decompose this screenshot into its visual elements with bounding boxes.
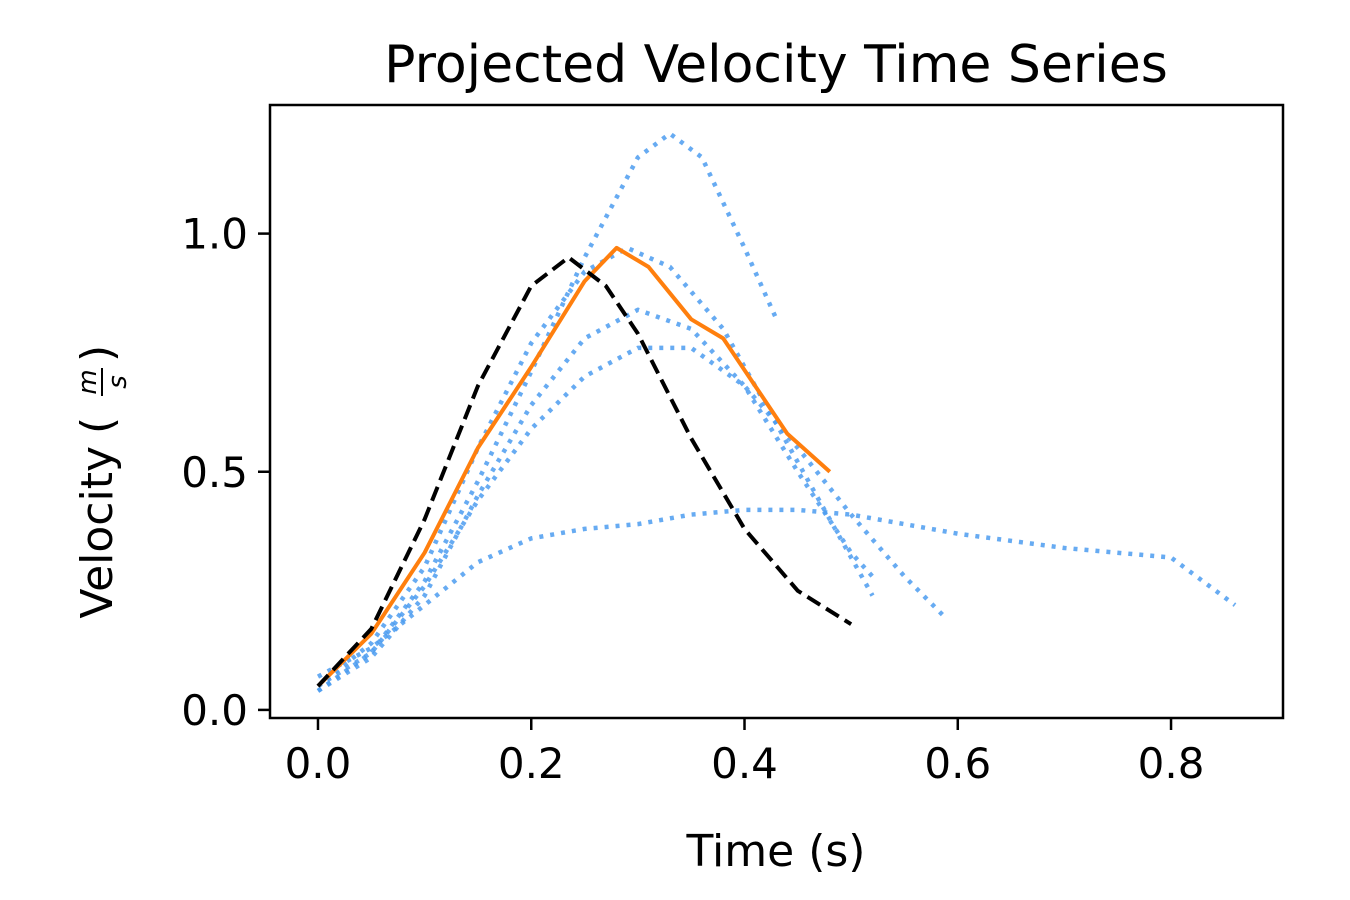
series-line-trial-2: [316, 245, 875, 688]
y-axis-label: Velocity: [72, 446, 123, 619]
y-axis-label-group: Velocity ( m s ): [72, 345, 133, 619]
x-axis-label: Time (s): [686, 826, 866, 877]
y-axis-unit-numerator: m: [73, 369, 103, 394]
x-tick-label: 0.6: [924, 739, 991, 788]
x-tick-label: 0.2: [498, 739, 565, 788]
series-line-measured: [316, 245, 832, 688]
chart-title: Projected Velocity Time Series: [384, 35, 1168, 95]
x-tick-label: 0.0: [285, 739, 352, 788]
y-tick-label: 0.0: [181, 686, 248, 735]
series-layer: [316, 131, 1237, 693]
y-tick-label: 1.0: [181, 210, 248, 259]
x-axis-ticks: 0.0 0.2 0.4 0.6 0.8: [285, 718, 1205, 788]
series-line-trial-4: [316, 345, 949, 689]
x-tick-label: 0.8: [1138, 739, 1205, 788]
series-line-trial-3: [316, 307, 875, 693]
y-tick-label: 0.5: [181, 448, 248, 497]
y-axis-ticks: 0.0 0.5 1.0: [181, 210, 270, 735]
plot-frame: [268, 103, 1285, 720]
y-axis-unit-open-paren: (: [72, 417, 123, 434]
series-line-model: [316, 255, 853, 688]
plot-area: [268, 103, 1285, 720]
x-tick-label: 0.4: [711, 739, 778, 788]
y-axis-unit-denominator: s: [103, 375, 133, 389]
y-axis-unit-close-paren: ): [72, 345, 123, 362]
